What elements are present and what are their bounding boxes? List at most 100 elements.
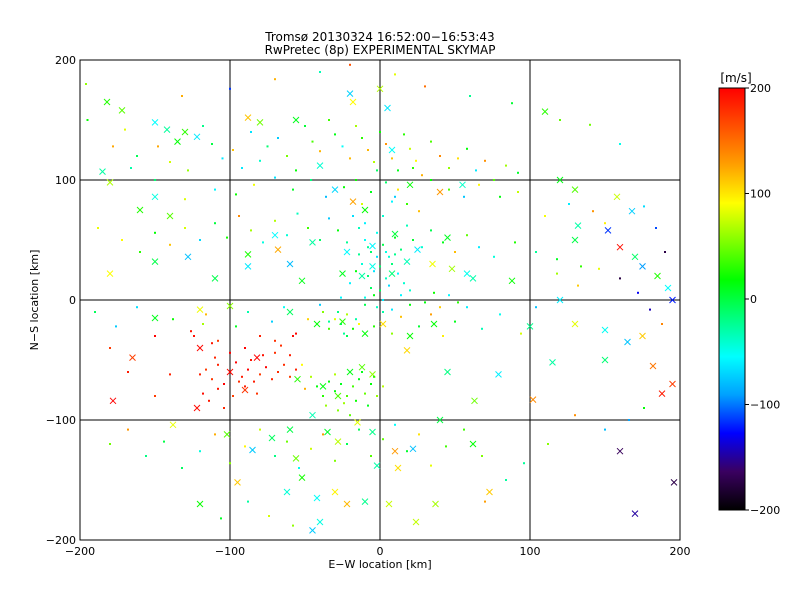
cross-point xyxy=(432,500,439,508)
cross-point xyxy=(274,246,282,253)
y-axis-label: N−S location [km] xyxy=(28,250,41,351)
cross-point xyxy=(106,179,114,186)
dot-point xyxy=(418,210,420,213)
dot-point xyxy=(139,251,141,253)
cross-point xyxy=(319,383,327,390)
dot-point xyxy=(295,332,297,335)
dot-point xyxy=(448,167,450,169)
dot-point xyxy=(208,399,210,402)
dot-point xyxy=(181,467,183,469)
dot-point xyxy=(298,467,300,469)
y-tick-label: 100 xyxy=(55,174,76,187)
cross-point xyxy=(403,258,411,265)
cross-point xyxy=(286,308,294,316)
dot-point xyxy=(289,375,291,378)
dot-point xyxy=(520,332,522,335)
cross-point xyxy=(309,411,316,419)
dot-point xyxy=(535,306,537,309)
dot-point xyxy=(292,524,294,527)
cross-point xyxy=(529,396,537,403)
dot-point xyxy=(274,351,276,354)
dot-point xyxy=(229,371,231,373)
dot-point xyxy=(637,291,639,294)
dot-point xyxy=(361,137,363,139)
cross-point xyxy=(244,251,252,258)
cross-point xyxy=(526,323,534,330)
dot-point xyxy=(361,203,363,205)
dot-point xyxy=(289,354,291,357)
dot-point xyxy=(349,63,351,66)
dot-point xyxy=(214,433,216,436)
dot-point xyxy=(457,157,459,160)
cross-point xyxy=(309,239,316,246)
dot-point xyxy=(172,318,174,321)
dot-point xyxy=(580,265,582,268)
dot-point xyxy=(265,366,267,369)
cross-point xyxy=(574,222,582,229)
dot-point xyxy=(352,215,354,217)
y-tick-label: 0 xyxy=(69,294,76,307)
dot-point xyxy=(574,414,576,417)
cross-point xyxy=(271,231,279,239)
dot-point xyxy=(223,383,225,385)
cross-point xyxy=(358,272,366,280)
dot-point xyxy=(517,171,519,174)
dot-point xyxy=(355,125,357,127)
dot-point xyxy=(352,327,354,330)
cross-point xyxy=(391,447,399,455)
dot-point xyxy=(202,125,204,127)
dot-point xyxy=(655,227,657,229)
dot-point xyxy=(337,229,339,232)
cross-point xyxy=(373,462,381,469)
x-tick-label: −100 xyxy=(215,545,245,558)
dot-point xyxy=(244,445,246,448)
dot-point xyxy=(367,246,369,249)
dot-point xyxy=(214,188,216,191)
dot-point xyxy=(217,387,219,390)
dot-point xyxy=(388,255,390,258)
dot-point xyxy=(136,155,138,157)
dot-point xyxy=(409,147,411,150)
cross-point xyxy=(394,464,402,472)
dot-point xyxy=(364,303,366,306)
dot-point xyxy=(397,169,399,172)
cross-point xyxy=(268,434,276,442)
dot-point xyxy=(418,325,420,328)
dot-point xyxy=(373,375,375,378)
cross-point xyxy=(664,284,672,292)
dot-point xyxy=(397,188,399,191)
dot-point xyxy=(505,164,507,167)
dot-point xyxy=(328,380,330,383)
cross-point xyxy=(226,302,234,310)
dot-point xyxy=(493,255,495,258)
dot-point xyxy=(169,161,171,163)
dot-point xyxy=(523,462,525,465)
cross-point xyxy=(234,479,241,486)
dot-point xyxy=(364,392,366,395)
cross-point xyxy=(571,320,579,328)
dot-point xyxy=(259,373,261,376)
dot-point xyxy=(277,137,279,139)
dot-point xyxy=(97,227,99,229)
cross-point xyxy=(184,253,192,261)
dot-point xyxy=(481,455,483,457)
cross-point xyxy=(388,270,396,277)
dot-point xyxy=(286,234,288,237)
dot-point xyxy=(205,313,207,316)
cross-point xyxy=(316,518,324,526)
dot-point xyxy=(334,373,336,376)
dot-point xyxy=(373,294,375,297)
cross-point xyxy=(639,332,646,340)
dot-point xyxy=(341,145,344,148)
dot-point xyxy=(325,404,327,407)
cross-point xyxy=(129,354,136,361)
colorbar-tick-label: 100 xyxy=(750,188,771,201)
dot-point xyxy=(415,159,417,162)
dot-point xyxy=(382,438,384,441)
cross-point xyxy=(571,236,579,244)
dot-point xyxy=(391,157,393,160)
cross-point xyxy=(249,446,256,454)
dot-point xyxy=(304,125,306,127)
cross-point xyxy=(193,404,201,412)
dot-point xyxy=(199,450,201,453)
